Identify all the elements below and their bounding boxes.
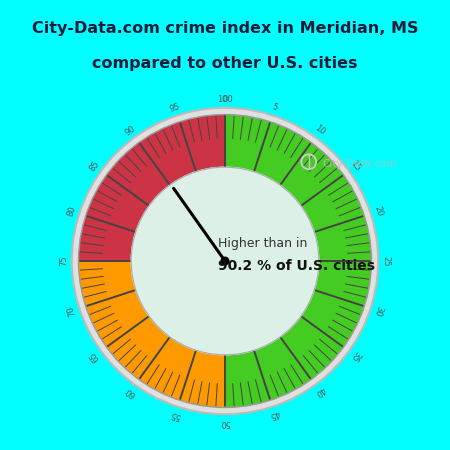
Text: 65: 65 [88, 349, 101, 363]
Text: 5: 5 [271, 103, 279, 112]
Text: 10: 10 [313, 124, 327, 137]
Text: 20: 20 [373, 205, 384, 217]
Text: 85: 85 [88, 159, 101, 173]
Text: 45: 45 [269, 409, 281, 420]
Text: 70: 70 [66, 304, 77, 317]
Text: City-Data.com crime index in Meridian, MS: City-Data.com crime index in Meridian, M… [32, 21, 418, 36]
Text: City-Data.com: City-Data.com [322, 159, 397, 169]
Text: 75: 75 [59, 256, 68, 266]
Text: compared to other U.S. cities: compared to other U.S. cities [92, 56, 358, 71]
Text: 35: 35 [349, 349, 362, 363]
Text: 25: 25 [382, 256, 391, 266]
Text: 15: 15 [349, 159, 362, 173]
Text: 80: 80 [66, 205, 77, 218]
Text: 90.2 % of U.S. cities: 90.2 % of U.S. cities [218, 259, 375, 274]
Text: 30: 30 [373, 304, 384, 317]
Wedge shape [79, 115, 225, 261]
Text: 55: 55 [169, 409, 181, 420]
Text: 100: 100 [217, 95, 233, 104]
Text: 95: 95 [169, 102, 181, 113]
Wedge shape [225, 115, 371, 407]
Text: 0: 0 [222, 95, 228, 104]
Text: Higher than in: Higher than in [218, 237, 308, 250]
Text: 40: 40 [313, 385, 327, 398]
Circle shape [131, 167, 319, 355]
Text: 90: 90 [123, 124, 137, 137]
Circle shape [221, 257, 229, 265]
Wedge shape [79, 261, 225, 407]
Text: 50: 50 [220, 418, 230, 427]
Text: 60: 60 [123, 385, 137, 398]
Wedge shape [72, 108, 378, 414]
